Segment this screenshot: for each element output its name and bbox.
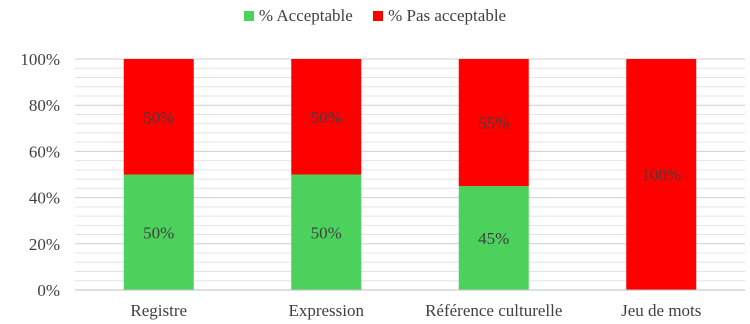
data-label: 100% — [641, 166, 681, 185]
legend-label-acceptable: % Acceptable — [258, 6, 353, 25]
bar-acceptable — [291, 174, 362, 290]
data-label: 50% — [143, 108, 174, 127]
data-label: 50% — [143, 223, 174, 242]
y-tick-label: 20% — [29, 235, 60, 254]
bar-pas-acceptable — [458, 59, 529, 187]
data-label: 50% — [311, 108, 342, 127]
x-tick-label: Registre — [130, 301, 187, 320]
legend-label-pas-acceptable: % Pas acceptable — [388, 6, 507, 25]
chart-legend: % Acceptable % Pas acceptable — [0, 6, 750, 26]
data-label: 55% — [478, 114, 509, 133]
bar-pas-acceptable — [291, 59, 362, 175]
bar-pas-acceptable — [626, 59, 697, 290]
bar-acceptable — [458, 186, 529, 290]
x-tick-label: Référence culturelle — [425, 301, 562, 320]
y-tick-label: 100% — [20, 50, 60, 69]
y-tick-label: 0% — [37, 281, 60, 300]
x-tick-label: Jeu de mots — [621, 301, 701, 320]
bar-acceptable — [123, 174, 194, 290]
x-tick-label: Expression — [288, 301, 364, 320]
data-label: 45% — [478, 229, 509, 248]
legend-swatch-acceptable — [243, 11, 254, 21]
data-label: 50% — [311, 223, 342, 242]
y-tick-label: 40% — [29, 189, 60, 208]
y-tick-label: 60% — [29, 142, 60, 161]
bar-pas-acceptable — [123, 59, 194, 175]
legend-item-pas-acceptable: % Pas acceptable — [373, 6, 506, 26]
legend-swatch-pas-acceptable — [373, 11, 384, 21]
legend-item-acceptable: % Acceptable — [243, 6, 353, 26]
y-tick-label: 80% — [29, 96, 60, 115]
